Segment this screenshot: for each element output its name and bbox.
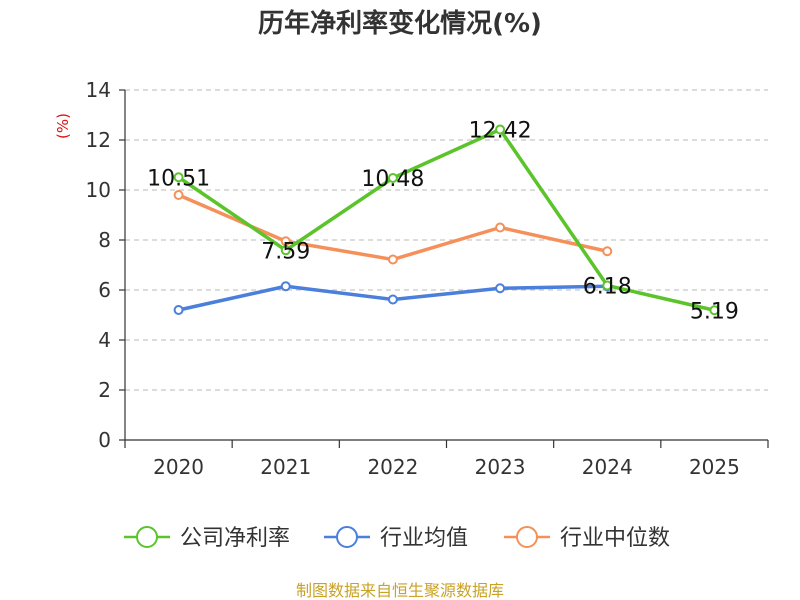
- y-tick-label: 12: [86, 128, 111, 152]
- series-2: [173, 281, 613, 315]
- data-point[interactable]: [173, 305, 184, 315]
- series-line-3: [177, 193, 608, 262]
- data-point[interactable]: [602, 280, 613, 291]
- y-axis-unit-label: (%): [54, 113, 72, 139]
- axes: 0 2 4 6 8 10 12 14 2020 2021 2022 2023 2024 2025: [86, 78, 769, 479]
- source-note: 制图数据来自恒生聚源数据库: [296, 581, 504, 600]
- series-3: [173, 190, 613, 265]
- grid-lines: [125, 89, 768, 391]
- x-tick-label-2022: 2022: [367, 455, 418, 479]
- legend-swatch-marker: [516, 526, 538, 548]
- legend-label: 行业均值: [380, 526, 468, 551]
- legend[interactable]: 公司净利率 行业均值 行业中位数: [124, 526, 670, 551]
- series-group: 10.51 7.59 10.48 12.42 6.18 5.19: [147, 119, 739, 325]
- x-tick-label-2021: 2021: [260, 455, 311, 479]
- data-point[interactable]: [495, 283, 506, 294]
- data-point[interactable]: [495, 222, 506, 233]
- legend-label: 公司净利率: [180, 526, 290, 551]
- x-tick-label-2025: 2025: [689, 455, 740, 479]
- legend-item-2[interactable]: 行业均值: [324, 526, 468, 551]
- x-tick-label-2024: 2024: [582, 455, 633, 479]
- data-label: 6.18: [583, 275, 632, 300]
- data-point[interactable]: [387, 294, 398, 305]
- y-tick-label: 10: [86, 178, 111, 202]
- data-label: 10.51: [147, 166, 210, 191]
- data-label: 5.19: [690, 299, 739, 324]
- y-tick-label: 2: [98, 378, 111, 402]
- legend-item-3[interactable]: 行业中位数: [504, 526, 670, 551]
- data-point[interactable]: [387, 173, 398, 183]
- legend-swatch-marker: [136, 526, 158, 548]
- legend-label: 行业中位数: [560, 526, 670, 551]
- series-1: [173, 124, 720, 316]
- series-line-1: [177, 127, 715, 312]
- chart-title: 历年净利率变化情况(%): [258, 8, 542, 39]
- x-tick-label-2020: 2020: [153, 455, 204, 479]
- data-label: 12.42: [469, 119, 532, 144]
- y-tick-label: 8: [98, 228, 111, 252]
- legend-swatch-marker: [336, 526, 358, 548]
- data-point[interactable]: [709, 305, 720, 316]
- y-tick-label: 4: [98, 328, 111, 352]
- data-point[interactable]: [280, 281, 291, 292]
- data-point[interactable]: [173, 172, 184, 183]
- data-point[interactable]: [387, 254, 398, 265]
- data-label: 7.59: [261, 239, 310, 264]
- y-tick-label: 0: [98, 428, 111, 452]
- data-point[interactable]: [280, 245, 291, 256]
- y-tick-label: 6: [98, 278, 111, 302]
- data-point[interactable]: [602, 246, 613, 257]
- data-point[interactable]: [495, 124, 506, 135]
- data-point[interactable]: [173, 190, 184, 200]
- data-label: 10.48: [361, 167, 424, 192]
- legend-item-1[interactable]: 公司净利率: [124, 526, 290, 551]
- y-tick-label: 14: [86, 78, 111, 102]
- x-tick-label-2023: 2023: [475, 455, 526, 479]
